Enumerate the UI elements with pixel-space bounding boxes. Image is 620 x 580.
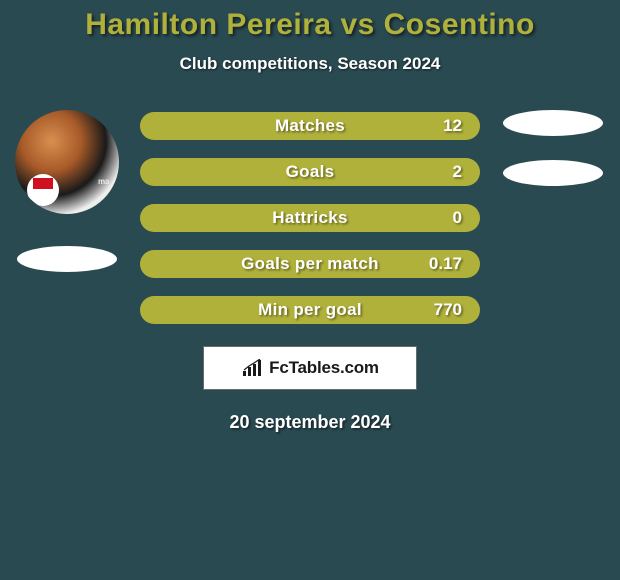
stat-bar-goals-per-match: Goals per match 0.17 xyxy=(140,250,480,278)
subtitle: Club competitions, Season 2024 xyxy=(0,54,620,74)
stat-value: 0.17 xyxy=(429,254,462,274)
player-name-pill xyxy=(503,160,603,186)
left-player-col: ma xyxy=(12,110,122,272)
stat-bar-min-per-goal: Min per goal 770 xyxy=(140,296,480,324)
stat-label: Goals xyxy=(286,162,335,182)
source-logo: FcTables.com xyxy=(203,346,417,390)
player-name-pill xyxy=(17,246,117,272)
date-text: 20 september 2024 xyxy=(0,412,620,433)
stats-column: Matches 12 Goals 2 Hattricks 0 Goals per… xyxy=(140,110,480,324)
comparison-card: Hamilton Pereira vs Cosentino Club compe… xyxy=(0,0,620,433)
stat-label: Hattricks xyxy=(272,208,347,228)
stat-label: Min per goal xyxy=(258,300,362,320)
stat-label: Matches xyxy=(275,116,345,136)
stat-value: 2 xyxy=(453,162,462,182)
main-row: ma Matches 12 Goals 2 Hattricks 0 Goals … xyxy=(0,110,620,324)
stat-bar-matches: Matches 12 xyxy=(140,112,480,140)
club-badge-icon xyxy=(27,174,59,206)
stat-bar-goals: Goals 2 xyxy=(140,158,480,186)
right-player-col xyxy=(498,110,608,186)
avatar-brand-text: ma xyxy=(98,177,109,186)
bar-chart-icon xyxy=(241,359,265,377)
stat-value: 0 xyxy=(453,208,462,228)
player-name-pill xyxy=(503,110,603,136)
page-title: Hamilton Pereira vs Cosentino xyxy=(0,8,620,42)
club-badge-shield xyxy=(33,178,53,202)
stat-label: Goals per match xyxy=(241,254,379,274)
player-avatar: ma xyxy=(15,110,119,214)
stat-value: 12 xyxy=(443,116,462,136)
stat-value: 770 xyxy=(434,300,462,320)
stat-bar-hattricks: Hattricks 0 xyxy=(140,204,480,232)
logo-text: FcTables.com xyxy=(269,358,379,378)
